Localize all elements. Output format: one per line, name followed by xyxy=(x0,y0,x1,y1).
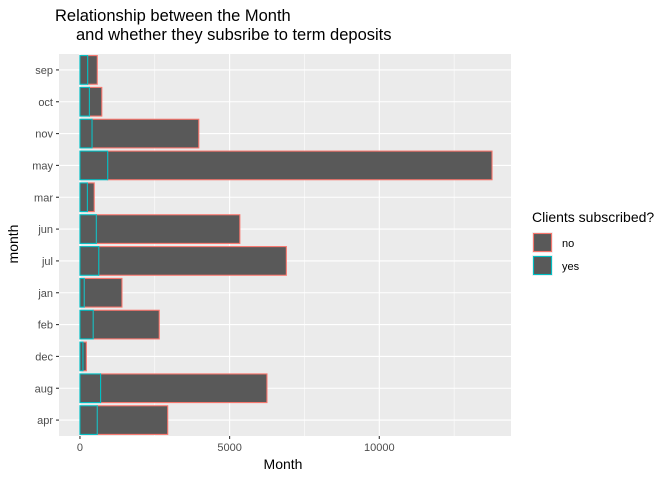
y-tick-label-jan: jan xyxy=(37,288,53,300)
bar-yes-oct xyxy=(79,86,90,117)
bar-no-sep xyxy=(87,55,98,85)
y-axis-label: month xyxy=(5,225,21,264)
bar-no-mar xyxy=(86,182,95,213)
chart-title-line2: and whether they subsribe to term deposi… xyxy=(76,26,392,44)
y-tick-label-may: may xyxy=(32,160,53,172)
y-tick-label-dec: dec xyxy=(35,351,53,363)
bar-no-feb xyxy=(92,309,160,340)
bar-yes-aug xyxy=(79,373,102,404)
y-tick-label-feb: feb xyxy=(38,320,53,332)
legend-title: Clients subscribed? xyxy=(532,209,654,225)
x-tick-label: 5000 xyxy=(217,442,241,454)
bar-no-nov xyxy=(91,118,200,149)
bar-yes-jul xyxy=(79,246,100,276)
y-tick-label-jun: jun xyxy=(37,224,53,236)
bar-no-oct xyxy=(88,86,103,117)
y-tick-label-mar: mar xyxy=(34,192,53,204)
legend-label-yes: yes xyxy=(562,261,580,273)
bar-no-apr xyxy=(96,405,169,435)
y-tick-label-sep: sep xyxy=(35,65,53,77)
y-tick-label-jul: jul xyxy=(41,256,53,268)
bar-layer xyxy=(79,55,493,435)
legend-key-no xyxy=(532,232,553,253)
bar-no-jul xyxy=(98,246,287,276)
y-tick-label-apr: apr xyxy=(37,415,53,427)
legend: Clients subscribed? no yes xyxy=(532,209,654,276)
bar-yes-nov xyxy=(79,118,93,149)
axis-layer: apr aug dec feb jan jul jun mar may nov oct sep 0 500… xyxy=(32,65,394,454)
bar-yes-sep xyxy=(79,55,89,85)
y-tick-label-aug: aug xyxy=(35,383,53,395)
bar-yes-jan xyxy=(79,277,85,308)
bar-yes-may xyxy=(79,150,109,181)
x-tick-label: 0 xyxy=(77,442,83,454)
x-axis-label: Month xyxy=(264,456,303,472)
chart-title-line1: Relationship between the Month xyxy=(55,7,291,25)
bar-no-aug xyxy=(99,373,268,404)
y-tick-label-oct: oct xyxy=(38,97,53,109)
bar-no-jun xyxy=(95,214,241,244)
bar-yes-jun xyxy=(79,214,97,244)
legend-label-no: no xyxy=(562,238,574,250)
x-tick-label: 10000 xyxy=(364,442,395,454)
plot-panel xyxy=(59,54,511,436)
y-tick-label-nov: nov xyxy=(35,129,53,141)
bar-yes-mar xyxy=(79,182,88,213)
bar-yes-feb xyxy=(79,309,94,340)
bar-yes-apr xyxy=(79,405,98,435)
legend-key-yes xyxy=(532,255,553,276)
bar-no-may xyxy=(107,150,493,181)
bar-yes-dec xyxy=(79,341,84,372)
bar-no-jan xyxy=(83,277,123,308)
